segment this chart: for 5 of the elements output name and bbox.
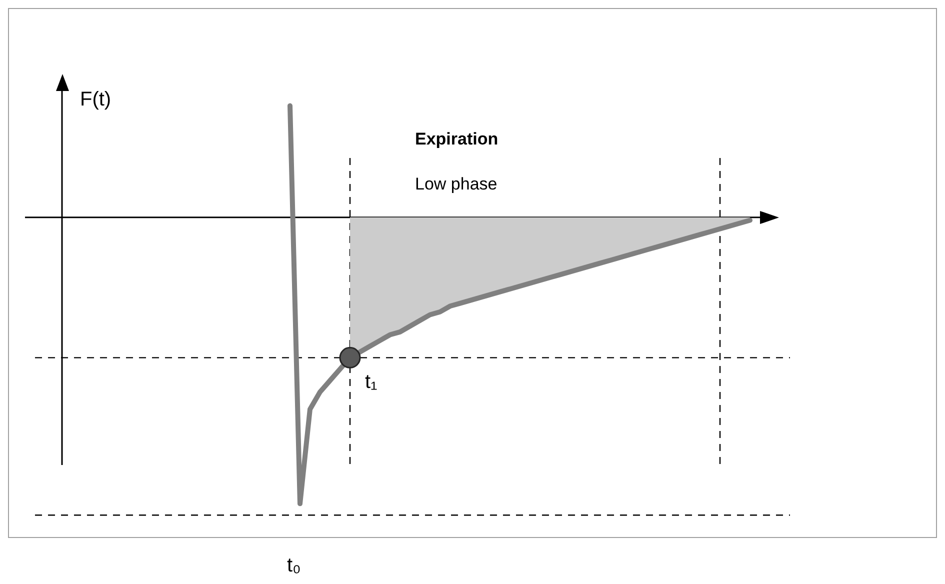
text: Expiration: [415, 130, 498, 149]
annotation: t₁: [365, 371, 378, 394]
text: t₀: [287, 554, 301, 577]
text: F(t): [80, 88, 112, 111]
text: Low phase: [415, 174, 498, 194]
